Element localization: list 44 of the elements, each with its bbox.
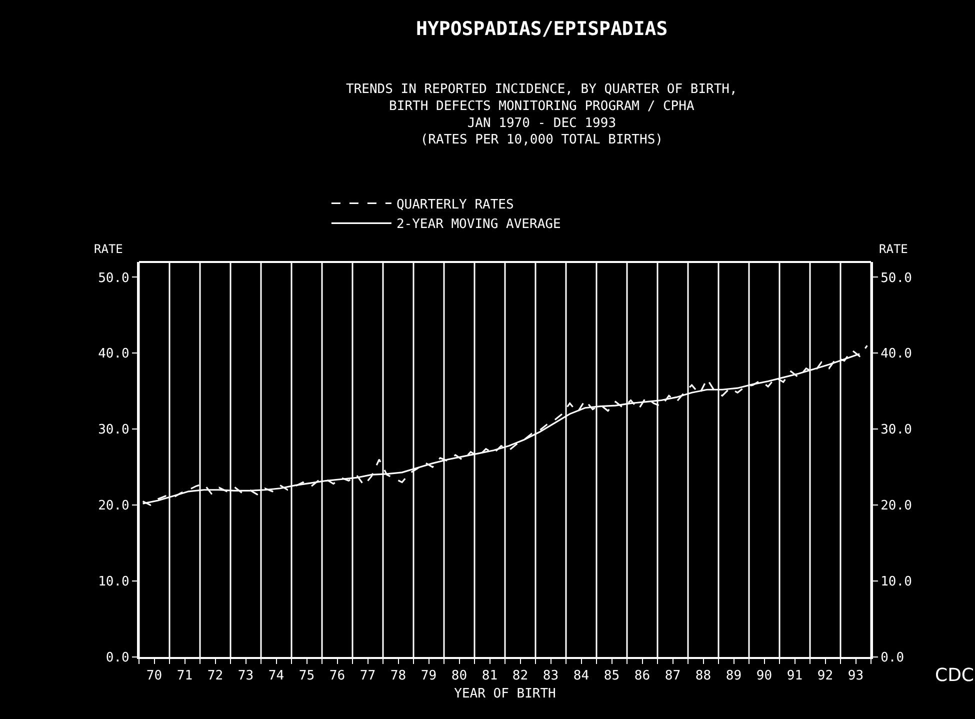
y-tick-label: 0.0 [106,650,130,666]
x-axis-title: YEAR OF BIRTH [454,686,556,702]
x-tick-label: 77 [360,668,376,684]
y2-tick-label: 40.0 [880,346,912,362]
legend-label: 2-YEAR MOVING AVERAGE [396,217,561,232]
x-tick-label: 85 [604,668,620,684]
y-tick-label: 30.0 [98,422,130,438]
x-tick-label: 93 [848,668,864,684]
y2-axis-title: RATE [879,242,908,256]
y2-tick-label: 10.0 [880,574,912,590]
y-tick-label: 20.0 [98,498,130,514]
chart-subtitle: TRENDS IN REPORTED INCIDENCE, BY QUARTER OF BIRTH, BIRTH DEFECTS MONITORING PROGRAM / CPHA JAN 1970 - DEC 1993 (RATES PER 10,000 TOTAL BIRTHS) [346,82,738,148]
x-tick-label: 80 [451,668,468,684]
x-tick-label: 90 [756,668,772,684]
chart-title: HYPOSPADIAS/EPISPADIAS [416,18,668,40]
x-tick-label: 89 [726,668,742,684]
y-axis-title: RATE [94,242,123,256]
y2-tick-label: 50.0 [880,270,912,286]
text: CDC [935,665,974,686]
x-tick-label: 84 [573,668,590,684]
x-tick-label: 83 [542,668,559,684]
y-tick-label: 40.0 [98,346,130,362]
x-tick-label: 73 [238,668,254,684]
x-tick-label: 75 [298,668,315,684]
x-tick-label: 91 [786,668,803,684]
y-tick-label: 50.0 [98,270,130,286]
x-tick-label: 87 [664,668,681,684]
x-tick-label: 82 [512,668,528,684]
y2-tick-label: 0.0 [880,650,904,666]
x-tick-label: 86 [634,668,650,684]
x-tick-label: 71 [176,668,193,684]
y-tick-label: 10.0 [98,574,130,590]
x-tick-label: 70 [146,668,162,684]
legend-label: QUARTERLY RATES [396,197,514,212]
x-tick-label: 92 [817,668,834,684]
x-tick-label: 78 [390,668,406,684]
x-tick-label: 88 [695,668,712,684]
x-tick-label: 79 [420,668,437,684]
x-tick-label: 74 [268,668,284,684]
y2-tick-label: 30.0 [880,422,912,438]
y2-tick-label: 20.0 [880,498,912,514]
x-tick-label: 76 [329,668,346,684]
x-tick-label: 72 [207,668,224,684]
x-tick-label: 81 [482,668,498,684]
